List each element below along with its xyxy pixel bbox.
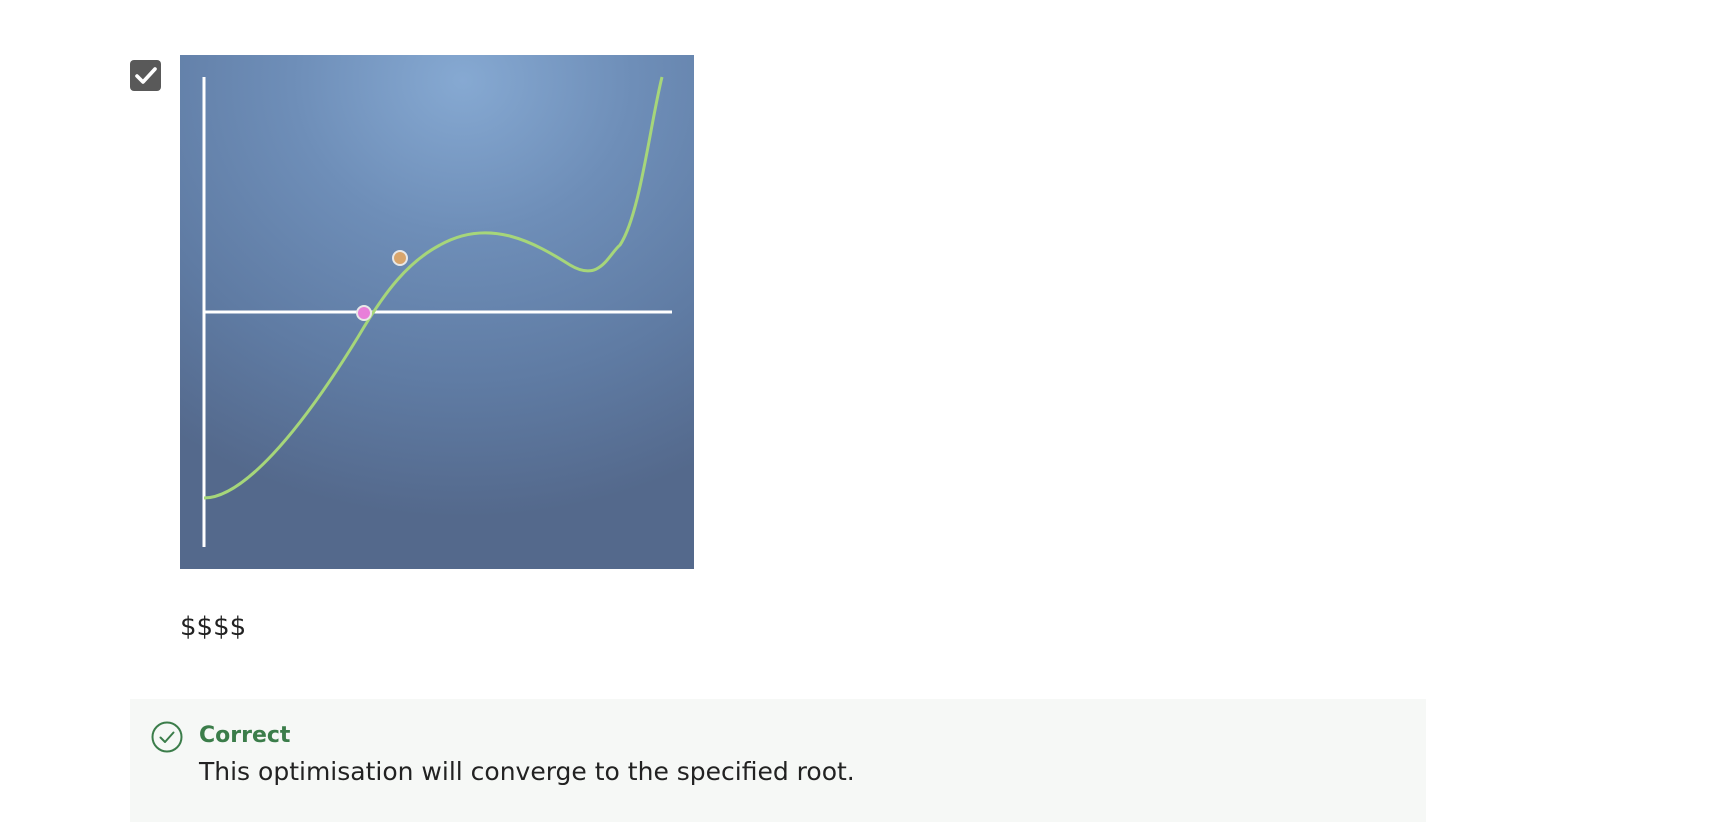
- root-point: [356, 305, 372, 321]
- function-plot-svg: [202, 76, 672, 547]
- start-point: [392, 250, 408, 266]
- option-answer-label: $$$$: [180, 612, 247, 642]
- feedback-panel: Correct This optimisation will converge …: [130, 699, 1426, 822]
- option-checkbox[interactable]: [130, 60, 161, 91]
- check-circle-icon: [151, 721, 183, 753]
- function-plot-image: [180, 55, 694, 569]
- feedback-message: This optimisation will converge to the s…: [199, 757, 855, 786]
- feedback-status: Correct: [199, 723, 291, 748]
- checkmark-icon: [134, 66, 157, 84]
- function-curve: [203, 76, 664, 500]
